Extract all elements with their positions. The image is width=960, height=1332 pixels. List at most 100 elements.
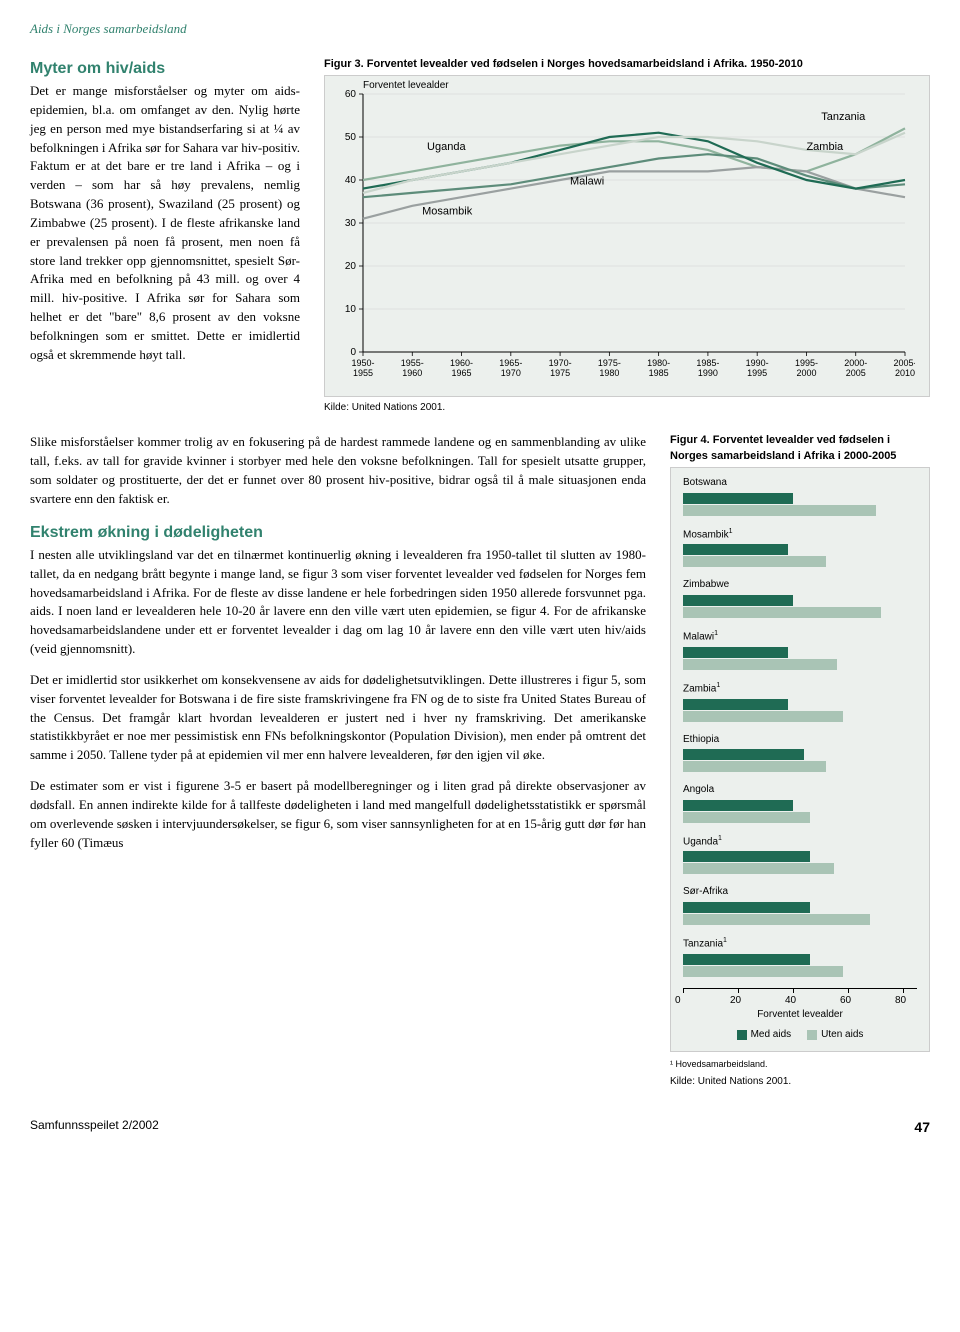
svg-text:1975-: 1975- (598, 358, 621, 368)
fig4-row-label: Zambia1 (683, 681, 917, 697)
svg-text:1950-: 1950- (351, 358, 374, 368)
svg-text:1980-: 1980- (647, 358, 670, 368)
fig4-bar-uten (683, 761, 826, 772)
svg-text:1980: 1980 (599, 368, 619, 378)
fig4-bar-med (683, 902, 810, 913)
column-left: Myter om hiv/aids Det er mange misforstå… (30, 57, 300, 415)
svg-text:2000: 2000 (796, 368, 816, 378)
fig4-row: Angola (683, 783, 917, 824)
para-misforstaelser: Slike misforståelser kommer trolig av en… (30, 433, 646, 508)
fig4-row: Botswana (683, 476, 917, 517)
para-ekstrem-1: I nesten alle utviklingsland var det en … (30, 546, 646, 659)
footer-page-number: 47 (914, 1117, 930, 1137)
fig4-row-label: Sør-Afrika (683, 885, 917, 900)
svg-text:1970: 1970 (501, 368, 521, 378)
fig4-legend: Med aidsUten aids (683, 1028, 917, 1043)
svg-text:1970-: 1970- (549, 358, 572, 368)
fig4-footnote: ¹ Hovedsamarbeidsland. (670, 1058, 930, 1071)
fig4-row: Malawi1 (683, 629, 917, 671)
fig4-row-label: Zimbabwe (683, 578, 917, 593)
footer-journal: Samfunnsspeilet 2/2002 (30, 1117, 159, 1137)
mid-left-column: Slike misforståelser kommer trolig av en… (30, 433, 646, 1089)
fig4-bar-uten (683, 914, 870, 925)
svg-text:1955: 1955 (353, 368, 373, 378)
svg-text:10: 10 (345, 304, 357, 315)
svg-text:1965: 1965 (452, 368, 472, 378)
mid-row: Slike misforståelser kommer trolig av en… (30, 433, 930, 1089)
fig4-bar-med (683, 544, 788, 555)
top-row: Myter om hiv/aids Det er mange misforstå… (30, 57, 930, 415)
page-footer: Samfunnsspeilet 2/2002 47 (30, 1117, 930, 1137)
fig4-bar-med (683, 647, 788, 658)
svg-text:60: 60 (345, 89, 357, 100)
heading-myter: Myter om hiv/aids (30, 57, 300, 80)
svg-text:50: 50 (345, 132, 357, 143)
fig4-row: Tanzania1 (683, 936, 917, 978)
fig4-bar-uten (683, 966, 843, 977)
fig3-title: Figur 3. Forventet levealder ved fødsele… (324, 57, 930, 73)
svg-text:Mosambik: Mosambik (422, 205, 473, 217)
svg-text:30: 30 (345, 218, 357, 229)
fig3-chart: Forventet levealder01020304050601950-195… (324, 75, 930, 397)
fig4-bar-med (683, 699, 788, 710)
svg-text:1990: 1990 (698, 368, 718, 378)
fig4-bar-uten (683, 711, 843, 722)
svg-text:1960-: 1960- (450, 358, 473, 368)
svg-text:1985: 1985 (649, 368, 669, 378)
fig4-row: Ethiopia (683, 733, 917, 774)
svg-text:1955-: 1955- (401, 358, 424, 368)
fig4-row-label: Mosambik1 (683, 527, 917, 543)
fig4-row: Sør-Afrika (683, 885, 917, 926)
svg-text:1975: 1975 (550, 368, 570, 378)
svg-text:Uganda: Uganda (427, 141, 466, 153)
fig4-row-label: Botswana (683, 476, 917, 491)
svg-text:1960: 1960 (402, 368, 422, 378)
svg-text:1995: 1995 (747, 368, 767, 378)
svg-text:2000-: 2000- (844, 358, 867, 368)
fig3-source: Kilde: United Nations 2001. (324, 401, 930, 416)
fig4-bar-med (683, 749, 804, 760)
column-right-fig3: Figur 3. Forventet levealder ved fødsele… (324, 57, 930, 415)
fig4-row: Mosambik1 (683, 527, 917, 569)
svg-text:2005: 2005 (846, 368, 866, 378)
fig4-bar-med (683, 595, 793, 606)
fig4-bar-med (683, 800, 793, 811)
fig4-xlabel: Forventet levealder (683, 1008, 917, 1023)
fig4-row-label: Tanzania1 (683, 936, 917, 952)
svg-text:Tanzania: Tanzania (821, 111, 866, 123)
heading-ekstrem: Ekstrem økning i dødeligheten (30, 521, 646, 544)
svg-text:1985-: 1985- (696, 358, 719, 368)
fig4-bar-uten (683, 812, 810, 823)
svg-text:1965-: 1965- (499, 358, 522, 368)
fig4-bar-uten (683, 863, 834, 874)
fig4-title: Figur 4. Forventet levealder ved fødsele… (670, 433, 930, 465)
svg-text:0: 0 (350, 347, 356, 358)
svg-text:20: 20 (345, 261, 357, 272)
svg-text:1990-: 1990- (746, 358, 769, 368)
para-ekstrem-2: Det er imidlertid stor usikkerhet om kon… (30, 671, 646, 765)
fig4-row-label: Angola (683, 783, 917, 798)
svg-text:40: 40 (345, 175, 357, 186)
fig4-bar-med (683, 851, 810, 862)
svg-text:2005-: 2005- (893, 358, 915, 368)
fig4-bar-med (683, 493, 793, 504)
fig4-bar-uten (683, 556, 826, 567)
fig4-row-label: Ethiopia (683, 733, 917, 748)
fig4-row: Zimbabwe (683, 578, 917, 619)
fig4-row: Zambia1 (683, 681, 917, 723)
svg-text:2010: 2010 (895, 368, 915, 378)
mid-right-column: Figur 4. Forventet levealder ved fødsele… (670, 433, 930, 1089)
fig4-row: Uganda1 (683, 834, 917, 876)
fig4-bar-uten (683, 607, 881, 618)
svg-text:Zambia: Zambia (806, 141, 844, 153)
fig4-source: Kilde: United Nations 2001. (670, 1075, 930, 1090)
fig4-row-label: Malawi1 (683, 629, 917, 645)
fig4-bar-med (683, 954, 810, 965)
fig4-bar-uten (683, 505, 876, 516)
svg-text:1995-: 1995- (795, 358, 818, 368)
fig4-row-label: Uganda1 (683, 834, 917, 850)
para-ekstrem-3: De estimater som er vist i figurene 3-5 … (30, 777, 646, 852)
svg-text:Forventet levealder: Forventet levealder (363, 80, 449, 91)
page-category: Aids i Norges samarbeidsland (30, 20, 930, 39)
fig4-chart: Botswana Mosambik1 Zimbabwe Malawi1 Zambia1 E… (670, 467, 930, 1052)
